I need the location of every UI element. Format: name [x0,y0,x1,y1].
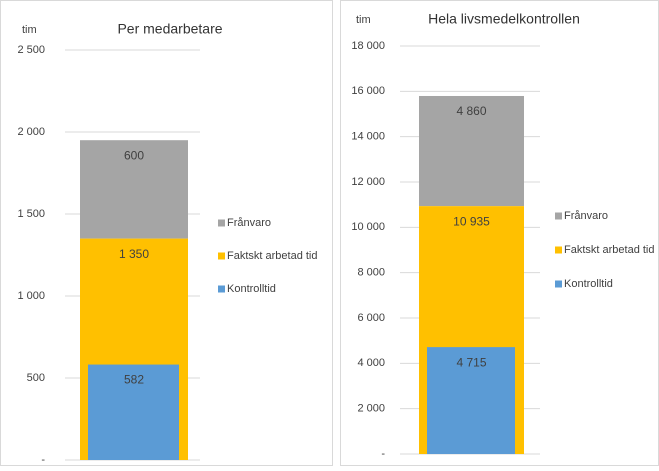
y-tick-label: 2 000 [17,126,45,138]
y-tick-label: 18 000 [351,40,385,52]
y-tick-label: 8 000 [357,267,385,279]
value-label: 4 715 [456,355,486,369]
y-tick-label: 4 000 [357,357,385,369]
y-tick-label: 1 000 [17,290,45,302]
legend-label: Kontrolltid [564,278,613,290]
legend-swatch [555,212,562,220]
y-tick-label: 1 500 [17,208,45,220]
legend-swatch [555,246,562,254]
y-tick-label: 500 [27,372,45,384]
legend-label: Frånvaro [227,217,271,229]
legend-swatch [218,252,225,260]
chart-title: Per medarbetare [117,21,222,37]
y-axis-unit: tim [356,14,371,26]
y-tick-label: 12 000 [351,176,385,188]
y-tick-label: 14 000 [351,131,385,143]
value-label: 1 350 [119,247,149,261]
y-tick-label: 2 000 [357,403,385,415]
legend-label: Faktskt arbetad tid [227,250,318,262]
legend-swatch [218,285,225,293]
value-label: 582 [124,373,144,387]
legend-label: Faktskt arbetad tid [564,244,655,256]
y-tick-label: - [41,454,45,466]
legend-swatch [555,280,562,288]
legend-label: Kontrolltid [227,283,276,295]
y-tick-label: 6 000 [357,312,385,324]
y-axis-unit: tim [22,24,37,36]
y-tick-label: 10 000 [351,221,385,233]
value-label: 600 [124,148,144,162]
y-tick-label: - [381,448,385,460]
value-label: 10 935 [453,214,490,228]
y-tick-label: 2 500 [17,44,45,56]
bar-segment [419,95,524,207]
y-tick-label: 16 000 [351,85,385,97]
chart-title: Hela livsmedelkontrollen [428,11,580,27]
bar-segment [88,364,179,460]
legend-label: Frånvaro [564,210,608,222]
bar-segment [80,140,188,239]
bar-segment [427,347,515,454]
legend-swatch [218,219,225,227]
value-label: 4 860 [456,104,486,118]
